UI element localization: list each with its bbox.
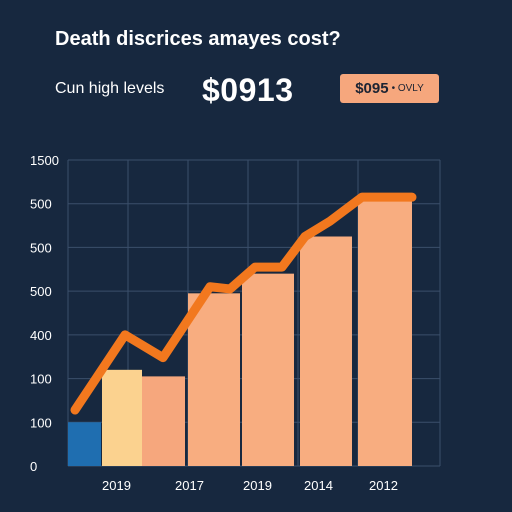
- y-tick-label: 100: [30, 372, 52, 387]
- chart-subtitle: Cun high levels: [55, 80, 165, 97]
- y-tick-label: 100: [30, 415, 52, 430]
- y-tick-label: 500: [30, 284, 52, 299]
- x-tick-label: 2019: [102, 478, 131, 493]
- y-tick-label: 0: [30, 459, 37, 474]
- y-tick-label: 500: [30, 240, 52, 255]
- headline-value: $0913: [202, 72, 294, 108]
- badge-tag: • OVLY: [391, 83, 424, 94]
- bar: [300, 236, 352, 466]
- badge-amount: $095: [355, 80, 389, 97]
- bar: [358, 199, 412, 467]
- bar: [188, 293, 240, 466]
- chart-title: Death discrices amayes cost?: [55, 28, 341, 50]
- x-tick-label: 2017: [175, 478, 204, 493]
- bar: [142, 376, 185, 466]
- x-tick-label: 2012: [369, 478, 398, 493]
- x-tick-label: 2019: [243, 478, 272, 493]
- series-line: [70, 192, 417, 415]
- x-tick-label: 2014: [304, 478, 333, 493]
- bar: [242, 273, 294, 466]
- y-tick-label: 500: [30, 197, 52, 212]
- bar: [102, 369, 142, 466]
- y-tick-label: 400: [30, 328, 52, 343]
- y-tick-label: 1500: [30, 153, 59, 168]
- bar: [68, 422, 101, 466]
- value-badge: $095 • OVLY: [340, 74, 439, 103]
